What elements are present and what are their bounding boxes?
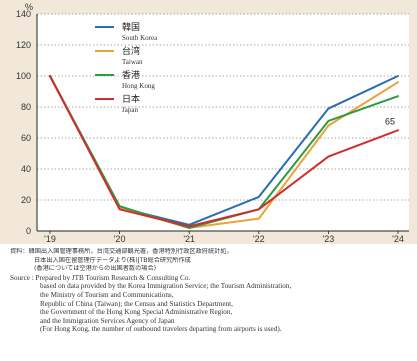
x-tick-label: '23 xyxy=(323,234,335,244)
legend-label: 日本 xyxy=(122,93,140,105)
y-tick-label: 0 xyxy=(26,226,31,236)
y-tick-label: 40 xyxy=(21,164,31,174)
note-jp-line: 日本出入国在留管理庁データより(株)JTB総合研究所作成 xyxy=(34,256,191,264)
y-tick-label: 120 xyxy=(16,40,31,50)
legend-label-en: Taiwan xyxy=(122,58,143,66)
source-line: and the Immigration Services Agency of J… xyxy=(40,316,175,325)
gridlines xyxy=(37,13,409,201)
legend-label-en: Japan xyxy=(122,106,138,114)
source-line: (For Hong Kong, the number of outbound t… xyxy=(40,325,282,334)
source-line: Republic of China (Taiwan); the Census a… xyxy=(40,299,233,308)
y-tick-label: 100 xyxy=(16,71,31,81)
source-line: Source : Prepared by JTB Tourism Researc… xyxy=(10,273,191,282)
source-line: the Ministry of Tourism and Communicatio… xyxy=(40,290,174,299)
y-unit-label: % xyxy=(25,2,33,12)
x-tick-label: '20 xyxy=(114,234,126,244)
chart-panel: 0 20 40 60 80 100 120 140% '19 '20 '21 '22 '23 '24 韓国… xyxy=(0,0,417,244)
annotations: 65 xyxy=(385,116,395,126)
data-label: 65 xyxy=(385,116,395,126)
series-lines xyxy=(49,75,399,229)
note-jp-line: 資料：韓国出入国管理事務所，台湾交通部観光署，香港特別行政区政府統計処， xyxy=(10,248,233,255)
y-tick-label: 60 xyxy=(21,133,31,143)
source-line: based on data provided by the Korea Immi… xyxy=(40,282,292,291)
source-line: the Government of the Hong Kong Special … xyxy=(40,308,233,317)
legend-label-en: South Korea xyxy=(122,34,158,42)
legend-label: 香港 xyxy=(122,69,140,81)
x-tick-label: '22 xyxy=(253,234,265,244)
y-tick-label: 140 xyxy=(16,9,31,19)
source-notes: 資料：韓国出入国管理事務所，台湾交通部観光署，香港特別行政区政府統計処， 日本出… xyxy=(10,248,414,334)
series-line xyxy=(49,75,399,228)
plot-area xyxy=(37,14,409,231)
x-tick-label: '19 xyxy=(44,234,56,244)
x-tick-label: '21 xyxy=(183,234,195,244)
y-tick-label: 80 xyxy=(21,102,31,112)
axes: 0 20 40 60 80 100 120 140% '19 '20 '21 '22 '23 '24 xyxy=(16,2,409,244)
y-tick-label: 20 xyxy=(21,195,31,205)
line-chart: 0 20 40 60 80 100 120 140% '19 '20 '21 '22 '23 '24 韓国… xyxy=(0,0,417,244)
legend-label: 韓国 xyxy=(122,22,140,33)
legend-label: 台湾 xyxy=(122,45,140,57)
legend-label-en: Hong Kong xyxy=(122,82,155,90)
note-jp-line: (香港については空港からの出国者数の場合) xyxy=(34,265,157,273)
x-tick-label: '24 xyxy=(392,234,404,244)
